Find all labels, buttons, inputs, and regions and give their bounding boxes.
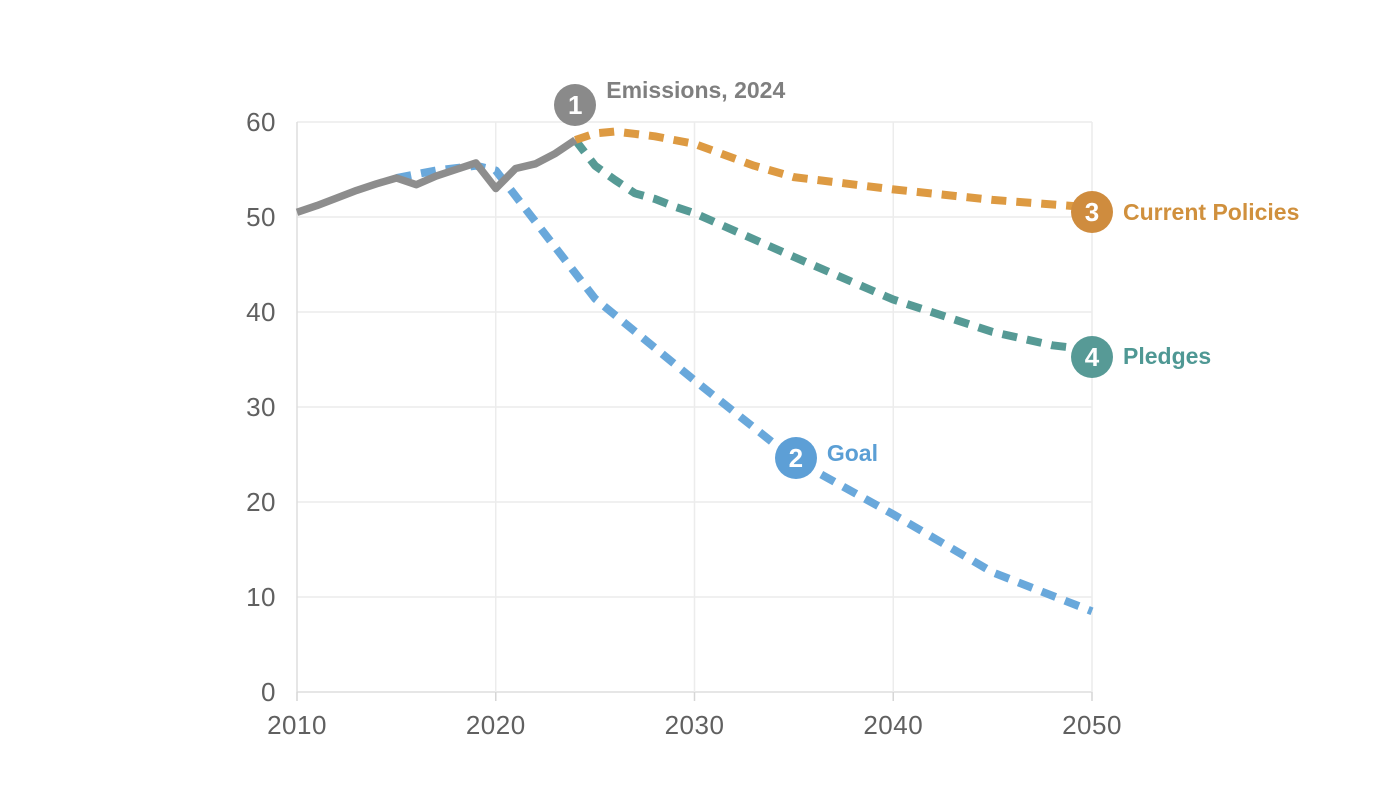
y-tick-label: 60 [246, 107, 276, 137]
marker-1-label: Emissions, 2024 [606, 77, 786, 104]
annotation-current-policies: 3 Current Policies [1071, 191, 1300, 234]
marker-2-label: Goal [826, 439, 878, 466]
series-current-policies-line [574, 127, 1093, 212]
x-tick-label: 2020 [465, 710, 526, 740]
annotation-pledges: 4 Pledges [1071, 335, 1212, 378]
marker-3-badge: 3 [1071, 191, 1113, 234]
marker-4-label: Pledges [1123, 343, 1212, 370]
annotation-goal: 2 Goal [774, 437, 878, 480]
y-tick-label: 0 [261, 677, 276, 707]
marker-2-badge: 2 [774, 437, 817, 480]
y-tick-label: 50 [246, 202, 276, 232]
marker-4-badge: 4 [1071, 335, 1113, 378]
annotation-emissions-2024: 1 Emissions, 2024 [554, 77, 785, 126]
y-tick-label: 30 [246, 392, 276, 422]
marker-3-label: Current Policies [1123, 198, 1300, 225]
marker-1-badge: 1 [554, 83, 597, 126]
y-tick-label: 40 [246, 297, 276, 327]
x-tick-label: 2010 [267, 710, 327, 740]
x-tick-label: 2050 [1062, 710, 1122, 740]
series-emissions-history-line [295, 136, 578, 216]
series-goal-line [395, 161, 1094, 616]
y-tick-label: 20 [246, 487, 276, 517]
series-pledges-line [572, 137, 1093, 354]
y-tick-label: 10 [246, 582, 276, 612]
x-tick-label: 2030 [664, 710, 725, 740]
x-tick-label: 2040 [863, 710, 924, 740]
